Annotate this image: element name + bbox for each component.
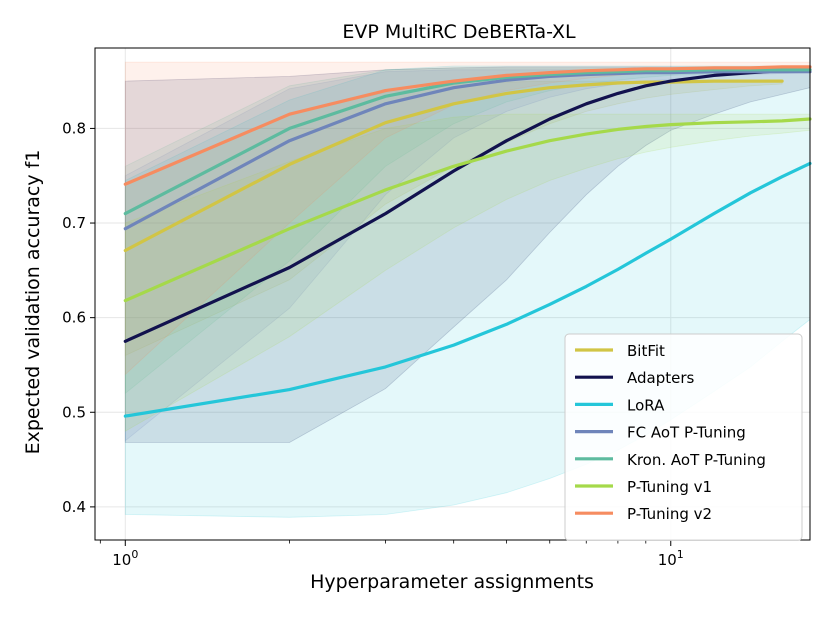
legend-label: P-Tuning v1	[627, 478, 712, 496]
axis-ticks: 0.4 0.5 0.6 0.7 0.8 100 101	[62, 119, 684, 569]
series-line	[123, 117, 812, 303]
y-tick-label: 0.7	[62, 214, 86, 232]
series-line	[123, 68, 812, 216]
legend-label: Kron. AoT P-Tuning	[627, 451, 766, 469]
series-lines	[123, 65, 812, 418]
series-line	[123, 65, 812, 186]
legend-box	[564, 333, 803, 541]
x-axis-label: Hyperparameter assignments	[310, 571, 594, 593]
y-tick-label: 0.5	[62, 403, 86, 421]
legend-label: LoRA	[627, 396, 665, 414]
legend-label: FC AoT P-Tuning	[627, 424, 746, 442]
legend-label: BitFit	[627, 342, 665, 360]
y-tick-label: 0.4	[62, 498, 86, 516]
y-axis-label: Expected validation accuracy f1	[22, 150, 44, 455]
x-tick-label: 100	[112, 548, 138, 569]
x-tick-label: 101	[658, 548, 684, 569]
series-line	[123, 79, 784, 253]
confidence-band	[124, 80, 783, 357]
legend-label: P-Tuning v2	[627, 505, 712, 523]
y-tick-label: 0.8	[62, 119, 86, 137]
legend-label: Adapters	[627, 369, 695, 387]
y-tick-label: 0.6	[62, 309, 86, 327]
legend: BitFit Adapters LoRA FC AoT P-Tuning Kron. A…	[564, 333, 803, 541]
series-line	[123, 70, 812, 231]
chart-title: EVP MultiRC DeBERTa-XL	[342, 21, 576, 43]
plot-area-frame	[94, 47, 811, 541]
series-line	[123, 161, 812, 418]
